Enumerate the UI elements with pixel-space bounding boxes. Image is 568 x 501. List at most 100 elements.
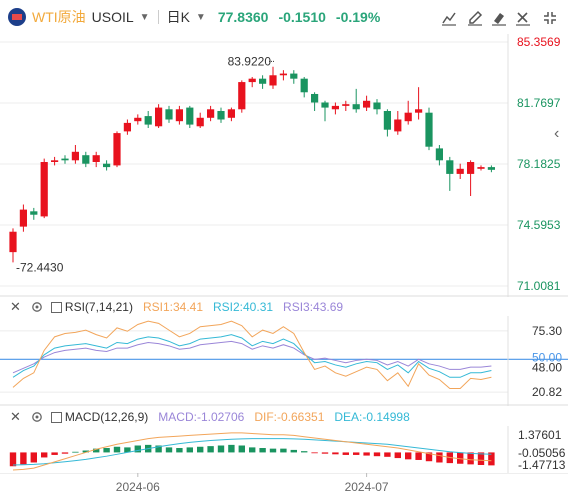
- candle-body: [363, 100, 371, 108]
- price-chart[interactable]: 85.3569 81.7697 78.1825 74.5953 71.0081 83.92…: [0, 34, 568, 297]
- macd-header: ✕ MACD(12,26,9) MACD:-1.02706 DIF:-0.663…: [0, 408, 410, 426]
- macd-histogram-bar: [176, 448, 183, 453]
- close-icon[interactable]: [514, 9, 532, 27]
- macd-tick-label: -1.47713: [518, 458, 566, 472]
- candle-body: [30, 211, 38, 215]
- candle-body: [144, 116, 152, 125]
- pencil-icon[interactable]: [466, 9, 484, 27]
- macd-histogram-bar: [155, 445, 162, 453]
- rsi1-value: RSI1:34.41: [142, 300, 203, 314]
- macd-histogram-bar: [363, 452, 370, 456]
- period-dropdown-chevron-icon[interactable]: ▼: [195, 11, 206, 23]
- macd-checkbox-icon[interactable]: [50, 411, 62, 423]
- candle-body: [311, 93, 319, 103]
- rsi-tick-label: 48.00: [532, 361, 562, 375]
- instrument-flag-icon: [8, 8, 26, 26]
- candle-body: [446, 160, 454, 174]
- rsi-tick-label: 75.30: [532, 324, 562, 338]
- rsi-tick-label: 50.00: [532, 350, 562, 364]
- macd-histogram-bar: [311, 452, 318, 454]
- instrument-code[interactable]: USOIL: [91, 9, 134, 25]
- chart-header: WTI原油 USOIL ▼ 日K ▼ 77.8360 -0.1510 -0.19…: [0, 0, 568, 34]
- price-tick-label: 78.1825: [517, 157, 561, 171]
- candle-body: [342, 104, 350, 106]
- candle-body: [425, 112, 433, 147]
- drawing-tool-icon[interactable]: [440, 9, 458, 27]
- candle-body: [165, 109, 173, 120]
- candle-body: [155, 107, 163, 127]
- rsi3-value: RSI3:43.69: [283, 300, 344, 314]
- dif-line: [12, 432, 492, 471]
- macd-value: MACD:-1.02706: [158, 410, 245, 424]
- macd-histogram-bar: [259, 448, 266, 453]
- macd-histogram-bar: [165, 447, 173, 453]
- macd-histogram-bar: [269, 448, 277, 453]
- macd-histogram-bar: [321, 452, 329, 454]
- candle-body: [175, 109, 183, 122]
- macd-histogram-bar: [93, 448, 100, 453]
- instrument-dropdown-chevron-icon[interactable]: ▼: [139, 11, 150, 23]
- rsi-settings-icon[interactable]: [31, 301, 43, 313]
- macd-histogram-bar: [238, 445, 245, 453]
- macd-histogram-bar: [384, 452, 391, 457]
- time-tick-label: 2024-07: [345, 480, 389, 494]
- macd-histogram-bar: [9, 452, 17, 467]
- macd-histogram-bar: [342, 452, 349, 455]
- rsi3-line: [12, 340, 492, 374]
- candle-body: [435, 148, 443, 161]
- candle-body: [248, 78, 256, 83]
- low-price-label: -72.4430: [16, 261, 64, 275]
- macd-histogram-bar: [134, 445, 141, 453]
- candle-body: [134, 117, 142, 122]
- candle-body: [383, 110, 391, 130]
- macd-histogram-bar: [124, 447, 131, 453]
- instrument-name[interactable]: WTI原油: [32, 9, 86, 25]
- time-axis: 2024-06 2024-07: [0, 473, 568, 494]
- macd-histogram-bar: [51, 452, 58, 455]
- candle-body: [82, 155, 90, 164]
- last-price: 77.8360: [217, 9, 269, 25]
- macd-histogram-bar: [290, 449, 297, 453]
- candle-body: [477, 167, 485, 169]
- price-tick-label: 71.0081: [517, 279, 561, 293]
- macd-histogram-bar: [436, 452, 443, 463]
- candle-body: [123, 122, 131, 132]
- macd-histogram-bar: [415, 452, 422, 460]
- rsi-close-icon[interactable]: ✕: [10, 299, 21, 314]
- candle-body: [456, 168, 464, 174]
- macd-settings-icon[interactable]: [31, 411, 43, 423]
- candle-body: [227, 109, 235, 118]
- rsi1-line: [12, 320, 492, 390]
- candle-body: [394, 119, 402, 132]
- candle-body: [9, 231, 17, 253]
- rsi-header: ✕ RSI(7,14,21) RSI1:34.41 RSI2:40.31 RSI…: [0, 298, 343, 316]
- candle-body: [290, 73, 298, 79]
- price-change: -0.1510: [278, 9, 326, 25]
- macd-close-icon[interactable]: ✕: [10, 409, 21, 424]
- candle-body: [321, 102, 329, 108]
- candle-body: [186, 107, 194, 125]
- macd-histogram-bar: [332, 452, 339, 455]
- macd-histogram-bar: [405, 452, 412, 460]
- macd-histogram-bar: [197, 446, 204, 453]
- dif-value: DIF:-0.66351: [254, 410, 325, 424]
- rsi2-value: RSI2:40.31: [213, 300, 274, 314]
- candle-body: [352, 104, 360, 110]
- candle-body: [259, 78, 267, 84]
- macd-chart[interactable]: 1.37601 -0.05056-1.47713: [0, 426, 568, 473]
- collapse-icon[interactable]: [541, 9, 559, 27]
- period-selector[interactable]: 日K: [166, 9, 190, 25]
- candle-body: [217, 110, 225, 120]
- macd-histogram-bar: [82, 450, 89, 453]
- macd-histogram-bar: [425, 452, 433, 462]
- candle-body: [300, 78, 308, 93]
- rsi-checkbox-icon[interactable]: [50, 301, 62, 313]
- macd-label: MACD(12,26,9): [64, 410, 149, 424]
- macd-histogram-bar: [467, 452, 474, 465]
- macd-histogram-bar: [113, 446, 121, 453]
- eraser-icon[interactable]: [490, 9, 508, 27]
- macd-histogram-bar: [373, 452, 381, 457]
- expand-panel-chevron-icon: ‹: [554, 125, 559, 142]
- candle-body: [269, 75, 277, 86]
